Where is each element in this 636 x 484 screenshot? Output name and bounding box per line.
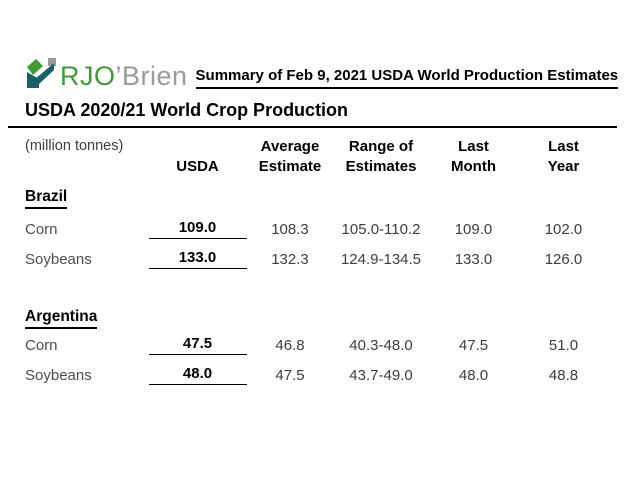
header-row: RJO’Brien Summary of Feb 9, 2021 USDA Wo… xyxy=(25,54,636,90)
column-header-usda: USDA xyxy=(176,158,219,175)
units-label: (million tonnes) xyxy=(25,138,124,154)
row-label: Soybeans xyxy=(25,366,92,384)
average-estimate-cell: 108.3 xyxy=(271,220,309,238)
section-argentina: Argentina Corn 47.5 46.8 40.3-48.0 47.5 … xyxy=(0,308,636,390)
column-header-average-estimate: Average Estimate xyxy=(258,138,322,175)
table-row-argentina-corn: Corn 47.5 46.8 40.3-48.0 47.5 51.0 xyxy=(0,330,636,360)
range-of-estimates-cell: 40.3-48.0 xyxy=(349,336,413,354)
usda-value-cell: 48.0 xyxy=(145,365,250,385)
usda-value-cell: 133.0 xyxy=(145,249,250,269)
average-estimate-cell: 47.5 xyxy=(275,366,305,384)
row-label: Soybeans xyxy=(25,250,92,268)
column-header-last-month: Last Month xyxy=(451,138,496,175)
logo-text-primary: RJO xyxy=(60,61,116,91)
table-row-brazil-soybeans: Soybeans 133.0 132.3 124.9-134.5 133.0 1… xyxy=(0,244,636,274)
document-title: Summary of Feb 9, 2021 USDA World Produc… xyxy=(195,67,619,89)
average-estimate-cell: 46.8 xyxy=(275,336,305,354)
table-row-brazil-corn: Corn 109.0 108.3 105.0-110.2 109.0 102.0 xyxy=(0,214,636,244)
row-label: Corn xyxy=(25,336,58,354)
report-page: RJO’Brien Summary of Feb 9, 2021 USDA Wo… xyxy=(0,54,636,484)
last-year-cell: 126.0 xyxy=(544,250,583,268)
last-month-cell: 133.0 xyxy=(454,250,493,268)
column-header-last-year: Last Year xyxy=(547,138,580,175)
range-of-estimates-cell: 43.7-49.0 xyxy=(349,366,413,384)
usda-value-cell: 109.0 xyxy=(145,219,250,239)
usda-value-cell: 47.5 xyxy=(145,335,250,355)
last-year-cell: 51.0 xyxy=(548,336,579,354)
rjobrien-logo: RJO’Brien xyxy=(25,57,188,90)
horizontal-rule xyxy=(8,126,617,128)
row-label: Corn xyxy=(25,220,58,238)
column-header-range-of-estimates: Range of Estimates xyxy=(345,138,417,175)
section-brazil: Brazil Corn 109.0 108.3 105.0-110.2 109.… xyxy=(0,188,636,274)
logo-text-secondary: ’Brien xyxy=(115,61,188,91)
last-month-cell: 47.5 xyxy=(458,336,489,354)
table-row-argentina-soybeans: Soybeans 48.0 47.5 43.7-49.0 48.0 48.8 xyxy=(0,360,636,390)
last-month-cell: 48.0 xyxy=(458,366,489,384)
range-of-estimates-cell: 124.9-134.5 xyxy=(340,250,422,268)
rjobrien-logo-icon xyxy=(27,58,56,88)
last-month-cell: 109.0 xyxy=(454,220,493,238)
range-of-estimates-cell: 105.0-110.2 xyxy=(341,220,421,238)
country-heading-argentina: Argentina xyxy=(25,308,636,329)
country-heading-brazil: Brazil xyxy=(25,188,636,209)
last-year-cell: 48.8 xyxy=(548,366,579,384)
last-year-cell: 102.0 xyxy=(544,220,583,238)
rjobrien-logo-text: RJO’Brien xyxy=(60,62,188,90)
average-estimate-cell: 132.3 xyxy=(271,250,309,268)
table-header-row: (million tonnes) USDA Average Estimate R… xyxy=(0,137,636,177)
section-title: USDA 2020/21 World Crop Production xyxy=(25,100,349,120)
